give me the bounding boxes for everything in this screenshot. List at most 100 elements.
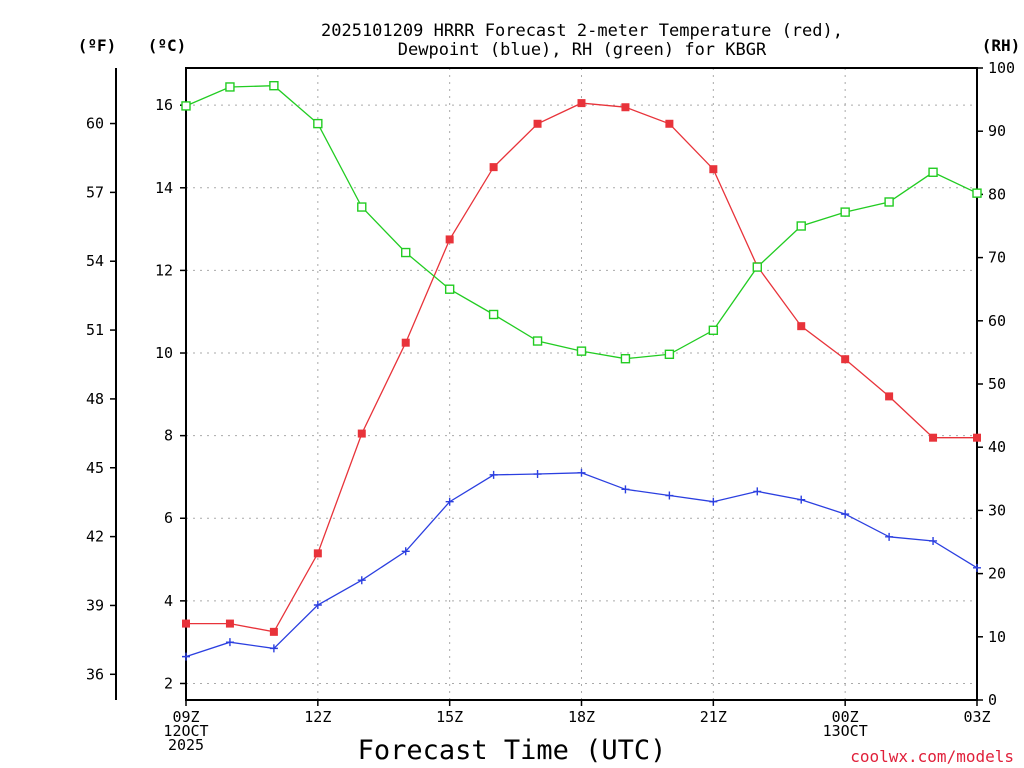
- 2-meter-temperature-point: [445, 235, 454, 244]
- 2-meter-temperature-point: [577, 99, 586, 108]
- rh-point: [972, 188, 982, 198]
- 2-meter-temperature-point: [401, 338, 410, 347]
- x-tick-label: 09Z: [172, 708, 199, 726]
- x-tick-label: 03Z: [963, 708, 990, 726]
- rh-tick-label: 30: [988, 501, 1006, 519]
- dewpoint-point: [841, 510, 850, 519]
- rh-tick-label: 10: [988, 628, 1006, 646]
- rh-point: [840, 207, 850, 217]
- 2-meter-temperature-point: [489, 163, 498, 172]
- 2-meter-temperature-point: [797, 322, 806, 331]
- rh-tick-label: 0: [988, 691, 997, 709]
- dewpoint-point: [225, 638, 234, 647]
- celsius-tick-label: 8: [164, 427, 173, 445]
- 2-meter-temperature-point: [269, 627, 278, 636]
- dewpoint-point: [445, 497, 454, 506]
- grid: [186, 68, 977, 700]
- rh-point: [269, 80, 279, 91]
- rh-point: [752, 262, 762, 272]
- axes: [115, 67, 978, 701]
- rh-point: [444, 284, 455, 294]
- rh-tick-label: 100: [988, 59, 1015, 77]
- rh-tick-label: 20: [988, 565, 1006, 583]
- credit-link[interactable]: coolwx.com/models: [850, 747, 1014, 766]
- rh-point: [532, 336, 543, 346]
- x-tick-label: 00Z: [832, 708, 859, 726]
- dewpoint-point: [973, 563, 981, 572]
- x-tick-label: 21Z: [700, 708, 727, 726]
- rh-point: [488, 309, 499, 320]
- 2-meter-temperature-point: [313, 549, 322, 558]
- fahrenheit-tick-label: 54: [86, 252, 104, 270]
- dewpoint-point: [665, 491, 674, 500]
- dewpoint-point: [401, 547, 410, 556]
- 2-meter-temperature-point: [709, 165, 718, 174]
- celsius-unit-label: (ºC): [148, 36, 187, 55]
- 2-meter-temperature-point: [973, 433, 981, 442]
- dewpoint-point: [533, 470, 542, 479]
- rh-point: [576, 346, 587, 356]
- celsius-tick-label: 14: [155, 179, 173, 197]
- celsius-tick-label: 12: [155, 261, 173, 279]
- rh-point: [401, 247, 411, 258]
- rh-tick-label: 40: [988, 438, 1006, 456]
- celsius-tick-label: 4: [164, 592, 173, 610]
- 2-meter-temperature-point: [357, 429, 366, 438]
- 2-meter-temperature-point: [182, 619, 190, 628]
- rh-point: [181, 101, 191, 111]
- 2-meter-temperature-point: [929, 433, 938, 442]
- rh-tick-label: 50: [988, 375, 1006, 393]
- x-tick-label: 13OCT: [823, 722, 868, 740]
- 2-meter-temperature-point: [841, 355, 850, 364]
- rh-point: [225, 82, 235, 92]
- fahrenheit-tick-label: 45: [86, 459, 104, 477]
- dewpoint-point: [709, 497, 718, 506]
- dewpoint-point: [929, 536, 938, 545]
- x-tick-label: 2025: [168, 736, 204, 754]
- dewpoint-point: [753, 487, 762, 496]
- rh-tick-label: 70: [988, 249, 1006, 267]
- rh-tick-label: 80: [988, 185, 1006, 203]
- x-tick-label: 15Z: [436, 708, 463, 726]
- dewpoint-point: [885, 532, 894, 541]
- dewpoint-point: [182, 652, 190, 661]
- x-tick-label: 12OCT: [163, 722, 208, 740]
- fahrenheit-tick-label: 42: [86, 528, 104, 546]
- dewpoint-point: [357, 576, 366, 585]
- chart-title-line-2: Dewpoint (blue), RH (green) for KBGR: [398, 40, 767, 60]
- 2-meter-temperature-point: [885, 392, 894, 401]
- tick-marks: [110, 67, 983, 706]
- celsius-tick-label: 6: [164, 509, 173, 527]
- rh-point: [708, 325, 719, 335]
- dewpoint-point: [577, 468, 586, 477]
- rh-tick-label: 90: [988, 122, 1006, 140]
- fahrenheit-tick-label: 36: [86, 665, 104, 683]
- x-tick-label: 12Z: [304, 708, 331, 726]
- 2-meter-temperature-point: [225, 619, 234, 628]
- celsius-tick-label: 10: [155, 344, 173, 362]
- rh-unit-label: (RH): [982, 36, 1021, 55]
- fahrenheit-tick-label: 60: [86, 115, 104, 133]
- rh-point: [928, 167, 938, 177]
- x-axis-label: Forecast Time (UTC): [358, 735, 667, 766]
- fahrenheit-tick-label: 51: [86, 321, 104, 339]
- series-layer: [181, 80, 982, 661]
- chart-title-line-1: 2025101209 HRRR Forecast 2-meter Tempera…: [321, 21, 843, 41]
- 2-meter-temperature-point: [621, 103, 630, 112]
- rh-tick-label: 60: [988, 312, 1006, 330]
- dewpoint-point: [489, 470, 498, 479]
- dewpoint-point: [313, 600, 322, 609]
- rh-point: [357, 202, 367, 212]
- fahrenheit-unit-label: (ºF): [78, 36, 117, 55]
- x-tick-label: 18Z: [568, 708, 595, 726]
- dewpoint-point: [797, 495, 806, 504]
- fahrenheit-tick-label: 48: [86, 390, 104, 408]
- 2-meter-temperature-point: [533, 119, 542, 128]
- fahrenheit-tick-label: 57: [86, 183, 104, 201]
- rh-point: [664, 349, 675, 359]
- rh-point: [313, 118, 323, 129]
- fahrenheit-tick-label: 39: [86, 596, 104, 614]
- celsius-tick-label: 2: [164, 674, 173, 692]
